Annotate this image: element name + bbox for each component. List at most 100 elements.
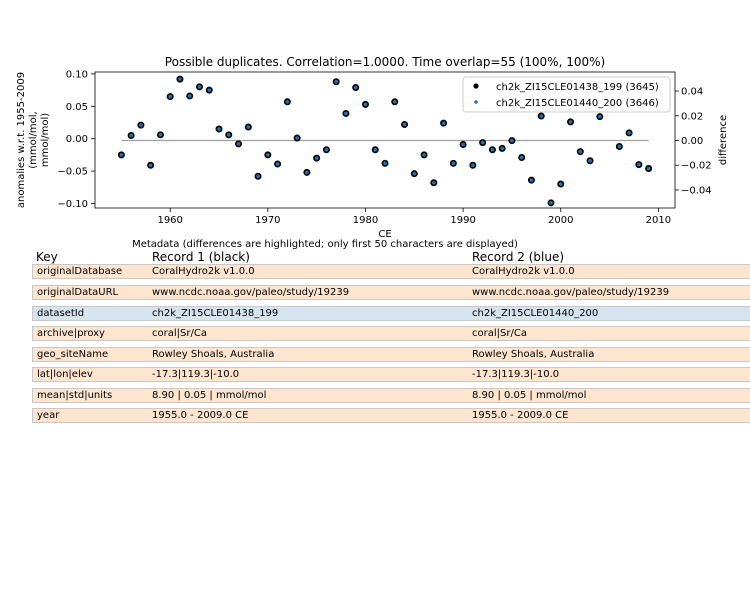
x-tick-label: 1970: [255, 215, 280, 226]
y-tick-label: 0.10: [66, 69, 88, 80]
data-point-record2: [344, 111, 348, 116]
y2-tick-label: 0.00: [681, 136, 703, 147]
row-key: originalDataURL: [37, 287, 119, 298]
y-axis-label: mmol/mol): [40, 113, 51, 167]
data-point-record2: [285, 99, 290, 104]
data-point-record2: [266, 153, 270, 157]
data-point-record2: [392, 99, 397, 104]
data-point-record2: [139, 123, 143, 127]
data-point-record2: [510, 138, 514, 143]
data-point-record2: [480, 140, 485, 145]
row-record1: CoralHydro2k v1.0.0: [152, 266, 255, 277]
y-axis-label: anomalies w.r.t. 1955-2009: [16, 72, 27, 208]
data-point-record2: [441, 121, 446, 125]
metadata-row: mean|std|units 8.90 | 0.05 | mmol/mol 8.…: [32, 388, 750, 403]
data-point-record2: [353, 85, 358, 90]
data-point-record2: [256, 174, 260, 179]
y2-tick-label: −0.04: [681, 185, 712, 196]
header-key: Key: [36, 250, 58, 264]
data-point-record2: [627, 131, 631, 135]
data-point-record2: [226, 133, 231, 137]
chart-title: Possible duplicates. Correlation=1.0000.…: [165, 55, 605, 69]
header-record2: Record 2 (blue): [472, 250, 565, 264]
data-point-record2: [129, 133, 133, 138]
data-point-record2: [148, 163, 153, 168]
header-record1: Record 1 (black): [152, 250, 250, 264]
data-point-record2: [646, 166, 651, 171]
scatter-chart: Possible duplicates. Correlation=1.0000.…: [16, 55, 729, 240]
row-record2: coral|Sr/Ca: [472, 328, 527, 339]
data-point-record2: [187, 94, 192, 98]
data-point-record2: [217, 127, 221, 131]
metadata-row: originalDataURL www.ncdc.noaa.gov/paleo/…: [32, 285, 750, 300]
metadata-row: lat|lon|elev -17.3|119.3|-10.0 -17.3|119…: [32, 367, 750, 382]
row-record2: -17.3|119.3|-10.0: [472, 369, 560, 380]
data-point-record2: [539, 114, 544, 118]
y-tick-label: −0.05: [57, 167, 88, 178]
data-point-record2: [529, 178, 534, 182]
x-axis-label: CE: [378, 229, 391, 240]
legend-box: [462, 76, 671, 113]
data-point-record2: [422, 153, 426, 157]
data-point-record2: [324, 147, 329, 152]
metadata-row: datasetId ch2k_ZI15CLE01438_199 ch2k_ZI1…: [32, 306, 750, 321]
row-key: datasetId: [37, 308, 85, 319]
data-point-record2: [451, 161, 456, 166]
row-record2: www.ncdc.noaa.gov/paleo/study/19239: [472, 287, 670, 298]
legend-label-record1: ch2k_ZI15CLE01438_199 (3645): [496, 82, 659, 93]
x-tick-label: 1980: [353, 215, 378, 226]
data-point-record2: [119, 153, 124, 157]
row-record1: ch2k_ZI15CLE01438_199: [152, 308, 279, 319]
data-point-record2: [568, 120, 573, 124]
row-record2: Rowley Shoals, Australia: [472, 349, 595, 360]
row-record1: coral|Sr/Ca: [152, 328, 207, 339]
data-point-record2: [363, 102, 368, 107]
metadata-row: geo_siteName Rowley Shoals, Australia Ro…: [32, 347, 750, 362]
data-point-record2: [275, 162, 280, 166]
row-record2: CoralHydro2k v1.0.0: [472, 266, 575, 277]
x-tick-label: 1990: [450, 215, 475, 226]
row-key: originalDatabase: [37, 266, 123, 277]
data-point-record2: [168, 94, 172, 99]
data-point-record2: [373, 147, 378, 152]
data-point-record2: [314, 156, 319, 160]
data-point-record2: [412, 171, 417, 176]
metadata-caption: Metadata (differences are highlighted; o…: [132, 239, 518, 250]
row-record1: 8.90 | 0.05 | mmol/mol: [152, 390, 267, 401]
row-record1: Rowley Shoals, Australia: [152, 349, 275, 360]
x-tick-label: 1960: [157, 215, 182, 226]
data-point-record2: [402, 122, 407, 127]
data-point-record2: [490, 147, 495, 152]
row-key: lat|lon|elev: [37, 369, 93, 380]
metadata-row: originalDatabase CoralHydro2k v1.0.0 Cor…: [32, 264, 750, 279]
data-point-record2: [236, 142, 241, 146]
y2-tick-label: 0.04: [681, 87, 703, 98]
data-point-record2: [549, 201, 553, 205]
data-point-record2: [637, 162, 641, 167]
plot-frame: [94, 71, 676, 209]
legend-marker-record1: [473, 83, 479, 89]
data-point-record2: [295, 136, 299, 140]
legend-marker-record2: [474, 100, 478, 104]
y2-tick-label: −0.02: [681, 161, 712, 172]
row-key: archive|proxy: [37, 328, 105, 339]
data-point-record2: [432, 180, 436, 185]
y-tick-label: 0.00: [66, 134, 88, 145]
data-point-record2: [471, 163, 475, 168]
y2-tick-label: 0.02: [681, 111, 703, 122]
data-point-record2: [246, 125, 251, 129]
y-tick-label: 0.05: [66, 102, 88, 113]
data-point-record2: [197, 85, 202, 89]
data-point-record2: [578, 149, 583, 154]
data-point-record2: [598, 114, 602, 119]
data-point-record2: [207, 88, 212, 92]
row-record2: ch2k_ZI15CLE01440_200: [472, 308, 599, 319]
data-point-record2: [461, 142, 465, 147]
data-point-record2: [558, 182, 563, 186]
data-point-record2: [500, 146, 504, 151]
x-tick-label: 2010: [646, 215, 671, 226]
data-point-record2: [158, 133, 163, 137]
data-point-record2: [383, 161, 387, 166]
data-point-record2: [519, 155, 524, 160]
row-record2: 8.90 | 0.05 | mmol/mol: [472, 390, 587, 401]
